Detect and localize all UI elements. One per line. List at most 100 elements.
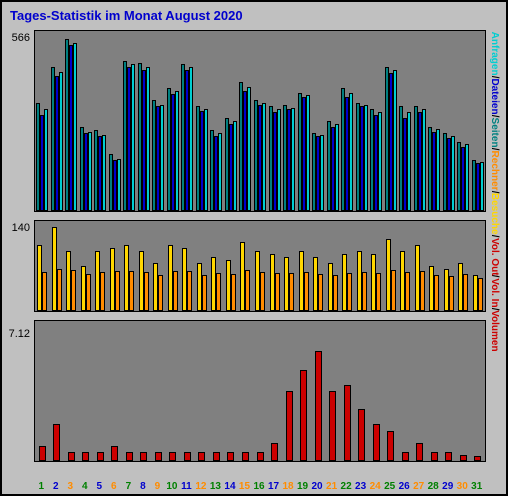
bar [358,409,365,461]
bar [88,132,92,212]
bar [393,70,397,211]
bar [407,112,411,211]
chart-frame: Tages-Statistik im Monat August 2020 566… [0,0,508,496]
x-tick: 23 [354,481,368,492]
x-tick: 9 [150,481,164,492]
x-tick: 21 [325,481,339,492]
bar [39,446,46,461]
x-tick: 19 [296,481,310,492]
x-tick: 16 [252,481,266,492]
panel-top [34,30,486,212]
bar [213,452,220,461]
bar [378,112,382,211]
bar [376,273,381,311]
bar [480,162,484,212]
bar [169,452,176,461]
bar [131,64,135,211]
bar [155,452,162,461]
bar [42,272,47,311]
bar [111,446,118,461]
x-tick: 10 [165,481,179,492]
bar [416,443,423,461]
bar [184,452,191,461]
bar [349,93,353,212]
bar [71,270,76,311]
bar [140,452,147,461]
bar [117,159,121,212]
bar [44,109,48,211]
x-tick: 30 [455,481,469,492]
bar [227,452,234,461]
x-tick: 28 [426,481,440,492]
bar [277,109,281,211]
x-tick: 12 [194,481,208,492]
x-tick: 3 [63,481,77,492]
x-tick: 24 [368,481,382,492]
bar [245,270,250,311]
bar [262,103,266,211]
bar [431,452,438,461]
bar [231,274,236,311]
bar [57,269,62,311]
x-tick: 1 [34,481,48,492]
bar [391,270,396,311]
bar [387,431,394,462]
x-tick: 13 [208,481,222,492]
bar [129,271,134,311]
bar [175,91,179,211]
x-tick: 27 [412,481,426,492]
bar [422,109,426,211]
x-tick: 2 [49,481,63,492]
ylabel-bot: 7.12 [4,328,30,340]
bar [318,274,323,311]
bar [173,271,178,311]
bar [289,273,294,311]
panel-bottom [34,320,486,462]
x-tick: 6 [107,481,121,492]
bar [216,273,221,311]
bar [97,452,104,461]
bar [405,272,410,311]
bar [275,273,280,311]
x-tick: 22 [339,481,353,492]
bar [202,275,207,311]
bar [187,271,192,311]
bar [449,276,454,311]
bar [271,443,278,461]
bar [335,124,339,211]
bar [144,272,149,311]
bar [402,452,409,461]
bar [445,452,452,461]
bar [158,275,163,311]
bar [373,424,380,461]
bar [160,105,164,212]
ylabel-top: 566 [4,32,30,44]
bar [189,67,193,211]
bar [315,351,322,461]
bar [460,455,467,461]
x-tick: 11 [179,481,193,492]
bar [465,144,469,211]
bar [463,274,468,311]
bar [247,87,251,212]
x-tick: 25 [383,481,397,492]
bar [100,272,105,311]
bar [126,452,133,461]
bar [451,136,455,211]
bar [86,274,91,311]
x-tick: 20 [310,481,324,492]
x-tick: 18 [281,481,295,492]
bar [304,272,309,311]
x-axis: 1234567891011121314151617181920212223242… [34,476,490,492]
bar [362,272,367,311]
chart-title: Tages-Statistik im Monat August 2020 [10,8,243,23]
bar [198,452,205,461]
x-tick: 26 [397,481,411,492]
bar [53,424,60,461]
bar [59,72,63,212]
bar [233,121,237,211]
bar [82,452,89,461]
bar [320,135,324,212]
bar [257,452,264,461]
panel-middle [34,220,486,312]
